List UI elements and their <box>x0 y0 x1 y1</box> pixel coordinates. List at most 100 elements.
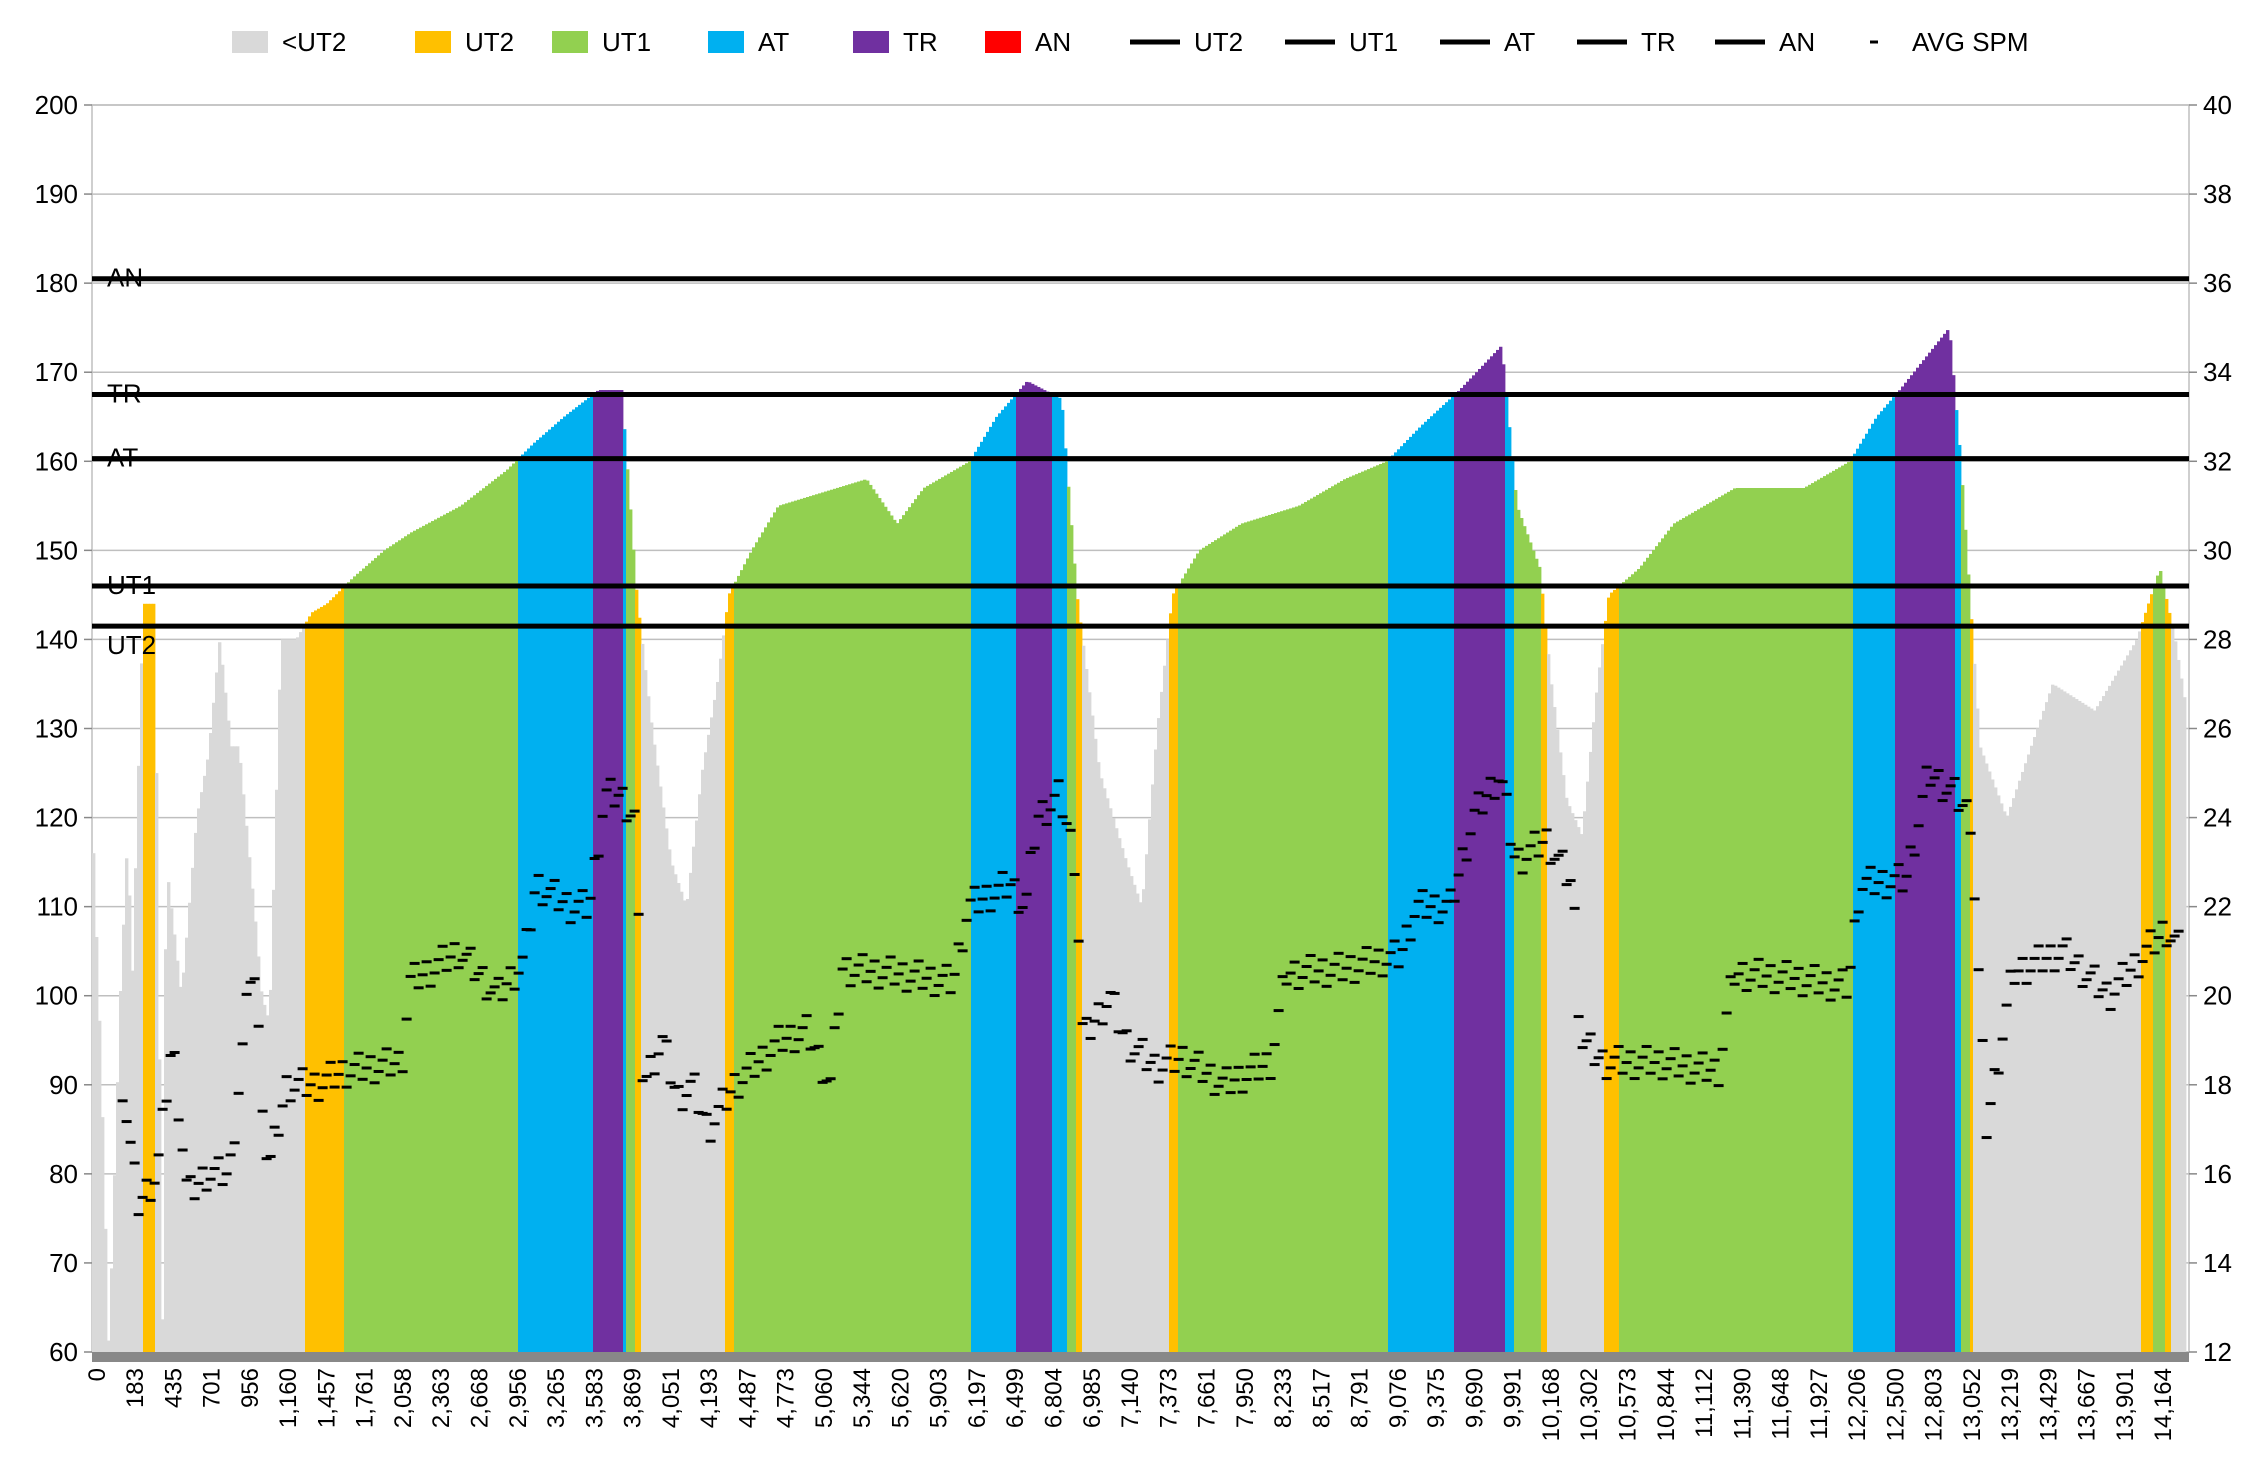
hr-bar <box>1502 364 1506 1352</box>
spm-dash <box>1577 1046 1588 1050</box>
x-tick-label: 183 <box>122 1368 149 1408</box>
spm-dash <box>661 1039 672 1043</box>
x-tick-label: 4,193 <box>696 1368 723 1428</box>
hr-bar <box>245 825 249 1352</box>
spm-dash <box>1385 951 1396 955</box>
x-tick-label: 5,620 <box>887 1368 914 1428</box>
spm-dash <box>369 1081 380 1085</box>
hr-bar <box>1574 820 1578 1352</box>
spm-dash <box>485 991 496 995</box>
spm-dash <box>1033 814 1044 818</box>
hr-bar <box>347 582 351 1352</box>
hr-bar <box>1370 467 1374 1353</box>
hr-bar <box>491 481 495 1352</box>
spm-dash <box>1689 1071 1700 1075</box>
hr-bar <box>1541 593 1545 1352</box>
spm-dash <box>625 814 636 818</box>
hr-bar <box>1634 571 1638 1352</box>
spm-dash <box>2017 956 2028 960</box>
hr-bar <box>260 991 264 1352</box>
hr-bar <box>266 1015 270 1352</box>
hr-bar <box>1064 448 1068 1352</box>
x-tick-label: 9,690 <box>1461 1368 1488 1428</box>
x-tick-label: 8,233 <box>1270 1368 1297 1428</box>
spm-dash <box>821 1079 832 1083</box>
hr-bar <box>521 454 525 1352</box>
hr-bar <box>659 786 663 1352</box>
hr-bar <box>956 468 960 1352</box>
hr-bar <box>1229 530 1233 1352</box>
hr-bar <box>1754 488 1758 1352</box>
hr-bar <box>1772 488 1776 1352</box>
hr-bar <box>1031 383 1035 1352</box>
spm-dash <box>961 918 972 922</box>
hr-bar <box>590 395 594 1352</box>
hr-bar <box>434 519 438 1352</box>
hr-bar <box>182 972 186 1352</box>
hr-bar <box>1025 381 1029 1352</box>
hr-bar <box>1331 486 1335 1352</box>
spm-dash <box>1273 1009 1284 1013</box>
spm-dash <box>2093 995 2104 999</box>
hr-bar <box>1172 593 1176 1352</box>
hr-bar <box>554 424 558 1352</box>
spm-dash <box>873 986 884 990</box>
spm-dash <box>789 1050 800 1054</box>
hr-bar <box>323 605 327 1352</box>
hr-bar <box>1922 360 1926 1352</box>
hr-bar <box>1127 867 1131 1352</box>
spm-dash <box>173 1118 184 1122</box>
hr-bar <box>125 858 129 1352</box>
spm-dash <box>217 1183 228 1187</box>
hr-bar <box>1640 565 1644 1352</box>
hr-bar <box>1805 486 1809 1353</box>
spm-dash <box>497 998 508 1002</box>
hr-bar <box>1778 488 1782 1352</box>
hr-bar <box>1658 542 1662 1352</box>
spm-dash <box>417 973 428 977</box>
spm-dash <box>469 978 480 982</box>
spm-dash <box>1321 984 1332 988</box>
spm-dash <box>1397 948 1408 952</box>
hr-bar <box>443 514 447 1352</box>
hr-bar <box>509 466 513 1353</box>
hr-bar <box>233 746 237 1352</box>
hr-bar <box>662 807 666 1352</box>
hr-bar <box>1547 654 1551 1352</box>
spm-dash <box>1797 994 1808 998</box>
hr-bar <box>2129 650 2133 1352</box>
spm-dash <box>1657 1077 1668 1081</box>
spm-dash <box>957 949 968 953</box>
hr-bar <box>2042 710 2046 1352</box>
spm-dash <box>1593 1056 1604 1060</box>
x-tick-label: 4,773 <box>773 1368 800 1428</box>
y-tick-label-left: 180 <box>35 268 78 298</box>
legend-swatch-ut1 <box>552 31 588 53</box>
hr-bar <box>632 549 636 1352</box>
hr-bar <box>752 547 756 1352</box>
hr-bar <box>593 393 597 1352</box>
spm-dash <box>869 959 880 963</box>
spm-dash <box>1245 1065 1256 1069</box>
hr-bar <box>1688 514 1692 1352</box>
legend-label: TR <box>1641 27 1676 57</box>
hr-bar <box>620 390 624 1352</box>
hr-bar <box>1283 510 1287 1352</box>
hr-bar <box>1988 771 1992 1352</box>
spm-dash <box>1505 842 1516 846</box>
spm-dash <box>1069 873 1080 877</box>
hr-bar <box>1670 526 1674 1352</box>
hr-bar <box>743 564 747 1352</box>
hr-bar <box>1505 395 1509 1352</box>
hr-bar <box>1187 568 1191 1352</box>
hr-bar <box>2117 670 2121 1352</box>
hr-bar <box>803 497 807 1352</box>
hr-bar <box>1607 597 1611 1352</box>
spm-dash <box>1533 854 1544 858</box>
hr-bar <box>746 558 750 1352</box>
spm-dash <box>885 955 896 959</box>
hr-bar <box>899 519 903 1352</box>
spm-dash <box>1597 1049 1608 1053</box>
hr-bar <box>416 529 420 1352</box>
y-tick-label-right: 16 <box>2203 1159 2232 1189</box>
